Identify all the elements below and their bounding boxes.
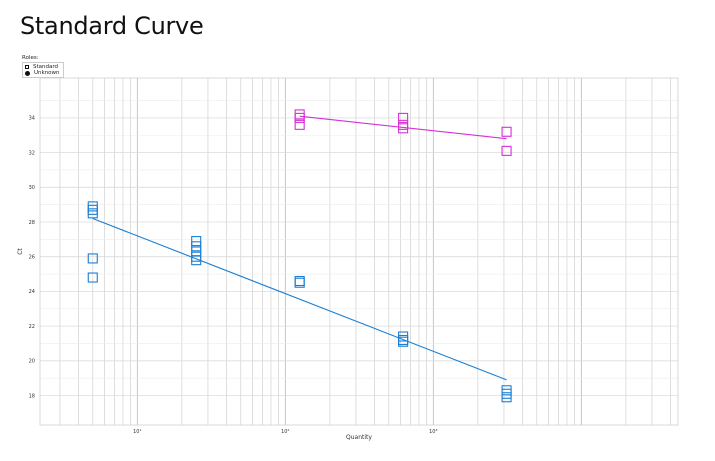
grid [40,78,678,425]
legend-box: Standard Unknown [22,62,64,78]
legend-title: Roles: [22,55,39,61]
data-point-series-1[interactable] [501,385,512,396]
data-point-series-2[interactable] [501,145,512,156]
fit-lines [92,115,507,381]
square-marker-icon [25,65,29,69]
y-axis-label: Ct [17,248,24,255]
data-point-series-1[interactable] [398,336,409,347]
legend-label-standard: Standard [33,64,59,70]
data-point-series-2[interactable] [294,112,305,123]
y-tick-label: 20 [29,359,35,365]
data-point-series-1[interactable] [501,388,512,399]
x-tick-label: 10¹ [133,429,141,435]
data-point-series-1[interactable] [191,241,202,252]
fit-line-series-1 [92,217,507,381]
y-tick-label: 26 [29,255,35,261]
data-points [87,109,512,403]
data-point-series-1[interactable] [501,392,512,403]
y-tick-label: 28 [29,220,35,226]
data-point-series-1[interactable] [294,277,305,288]
x-tick-label: 10³ [429,429,437,435]
data-point-series-1[interactable] [87,253,98,264]
y-tick-label: 18 [29,393,35,399]
legend-label-unknown: Unknown [34,70,60,76]
y-tick-label: 34 [29,116,35,122]
data-point-series-1[interactable] [87,272,98,283]
legend: Roles: Standard Unknown [22,55,64,78]
chart-title: Standard Curve [20,12,204,40]
plot-area [39,77,679,426]
y-tick-label: 32 [29,150,35,156]
data-point-series-2[interactable] [501,126,512,137]
data-point-series-2[interactable] [398,123,409,134]
data-point-series-1[interactable] [191,246,202,257]
data-point-series-1[interactable] [191,236,202,247]
legend-item-standard[interactable]: Standard [25,64,60,70]
legend-item-unknown[interactable]: Unknown [25,70,60,76]
data-point-series-1[interactable] [191,255,202,266]
y-tick-label: 30 [29,185,35,191]
dot-marker-icon [25,70,30,76]
x-tick-label: 10² [281,429,289,435]
y-axis-ticks: 18 20 22 24 26 28 30 32 34 [29,116,35,400]
data-point-series-1[interactable] [87,208,98,219]
data-point-series-2[interactable] [398,112,409,123]
data-point-series-2[interactable] [294,119,305,130]
x-axis-ticks: 10¹ 10² 10³ [133,429,437,435]
fit-line-series-2 [299,115,507,140]
x-axis-label: Quantity [346,434,372,441]
y-tick-label: 24 [29,289,35,295]
y-tick-label: 22 [29,324,35,330]
